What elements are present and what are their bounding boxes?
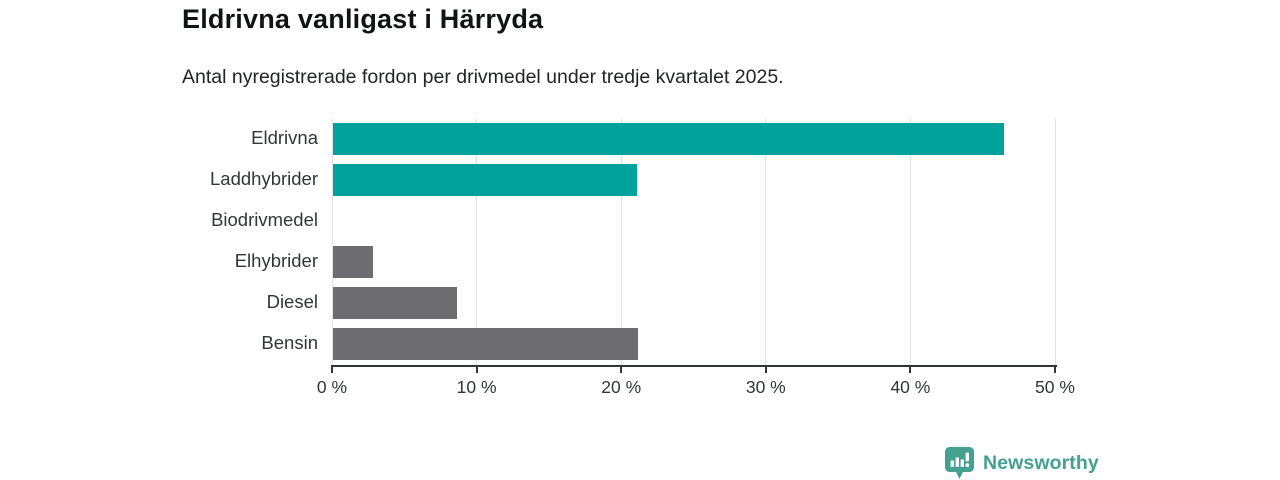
grid-line [620,118,622,365]
bar-diesel [333,287,458,320]
bar-eldrivna [333,122,1004,155]
grid-line [1054,118,1056,365]
category-label: Eldrivna [251,126,318,148]
chart-subtitle: Antal nyregistrerade fordon per drivmede… [182,66,784,88]
bar-elhybrider [333,246,374,279]
x-axis-tick-label: 50 % [1035,377,1075,397]
x-axis-tick-label: 0 % [316,377,348,397]
category-label: Biodrivmedel [211,208,318,230]
x-axis-tick [764,365,767,373]
chart-title: Eldrivna vanligast i Härryda [182,4,544,34]
category-label: Elhybrider [234,250,318,272]
bar-chart-pin-icon [945,447,974,479]
grid-line [765,118,767,365]
category-label: Laddhybrider [210,167,318,189]
x-axis-tick [620,365,623,373]
x-axis-tick [475,365,478,373]
grid-line [331,118,333,365]
bar-laddhybrider [333,163,637,196]
x-axis-tick-label: 40 % [890,377,931,397]
grid-line [476,118,478,365]
x-axis-tick [1054,365,1056,373]
newsworthy-logo-text: Newsworthy [983,451,1099,474]
x-axis-tick-label: 20 % [601,377,642,397]
category-label: Diesel [266,291,318,313]
category-label: Bensin [261,332,318,354]
newsworthy-logo: Newsworthy [944,446,1099,480]
bar-bensin [333,328,639,361]
x-axis-tick [331,365,333,373]
x-axis-tick-label: 10 % [456,377,497,397]
x-axis-tick [909,365,912,373]
x-axis-line [332,365,1057,367]
grid-line [909,118,911,365]
x-axis-tick-label: 30 % [745,377,786,397]
